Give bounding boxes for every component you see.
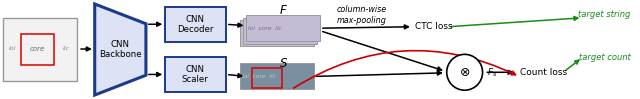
FancyBboxPatch shape (243, 18, 317, 44)
FancyBboxPatch shape (240, 20, 314, 46)
FancyBboxPatch shape (165, 57, 226, 92)
FancyArrowPatch shape (294, 51, 515, 88)
Text: lol  core  ilc: lol core ilc (242, 74, 276, 79)
Text: CTC loss: CTC loss (415, 22, 452, 31)
Text: F: F (280, 4, 287, 17)
FancyBboxPatch shape (240, 63, 314, 89)
Text: target string: target string (578, 10, 630, 19)
Text: $F_s$: $F_s$ (487, 66, 497, 79)
Polygon shape (95, 4, 146, 95)
Text: CNN
Decoder: CNN Decoder (177, 15, 213, 34)
FancyBboxPatch shape (3, 18, 77, 81)
FancyBboxPatch shape (165, 7, 226, 42)
Text: $\otimes$: $\otimes$ (459, 66, 470, 79)
Text: CNN
Scaler: CNN Scaler (182, 65, 209, 84)
Text: target count: target count (579, 53, 630, 62)
Text: S: S (280, 57, 287, 70)
Text: ilc: ilc (63, 46, 70, 51)
Text: lol: lol (8, 46, 16, 51)
FancyBboxPatch shape (246, 15, 320, 41)
Text: Count loss: Count loss (520, 68, 567, 77)
Text: lol  core  ilc: lol core ilc (248, 26, 282, 31)
Ellipse shape (447, 54, 483, 90)
Text: core: core (29, 46, 45, 51)
Text: column-wise
max-pooling: column-wise max-pooling (337, 5, 387, 25)
Text: CNN
Backbone: CNN Backbone (99, 40, 141, 59)
